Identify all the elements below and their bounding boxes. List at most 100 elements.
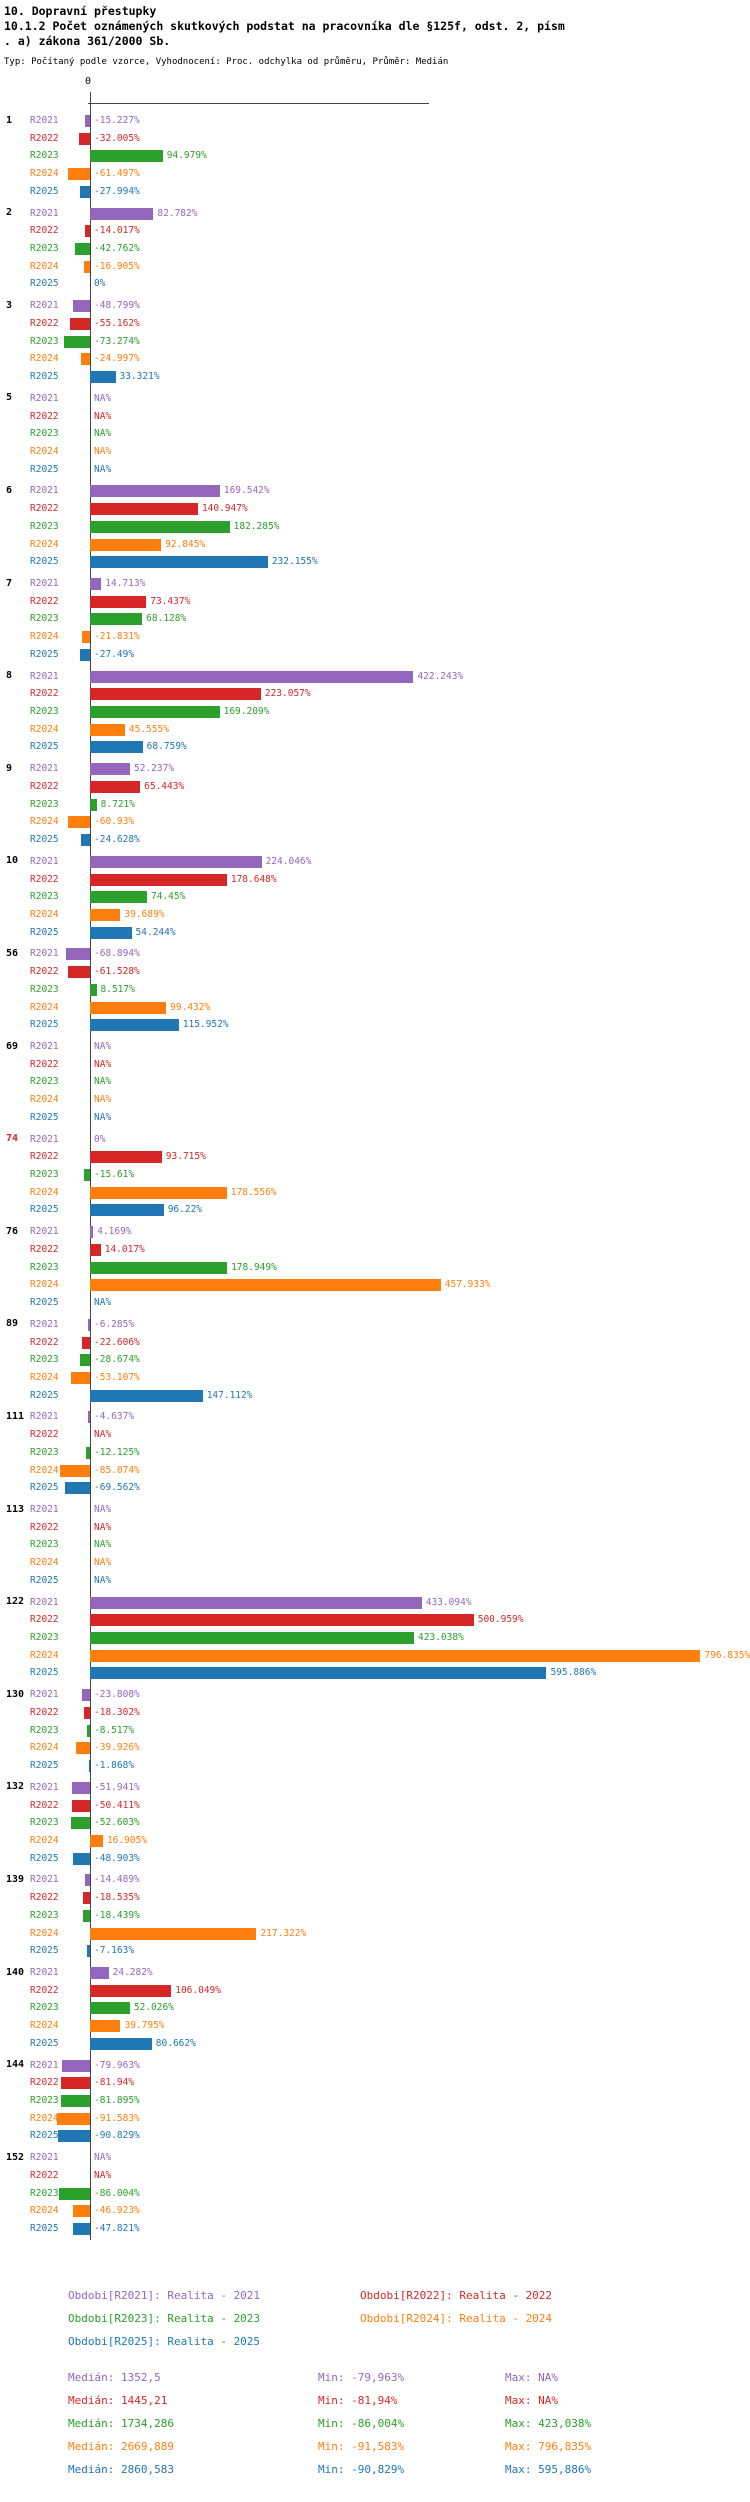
bar-122-R2022 [90, 1614, 474, 1627]
bar-122-R2024 [90, 1649, 701, 1662]
bar-8-R2021 [90, 670, 414, 683]
bar-1-R2022 [78, 132, 90, 145]
bar-140-R2024 [90, 2020, 121, 2033]
bar-74-R2023 [84, 1169, 90, 1181]
bar-value-label-69-R2022: NA% [94, 1058, 112, 1070]
bar-7-R2021 [90, 578, 102, 590]
row-year-label-76-R2021: R2021 [30, 1226, 59, 1238]
group-label-132: 132 [6, 1781, 25, 1793]
bar-value-label-6-R2021: 169.542% [223, 485, 270, 497]
bar-139-R2022 [83, 1892, 90, 1905]
row-year-label-74-R2022: R2022 [30, 1151, 59, 1163]
row-year-label-74-R2025: R2025 [30, 1204, 59, 1216]
bar-value-label-140-R2022: 106.049% [175, 1984, 221, 1996]
group-label-8: 8 [6, 670, 13, 682]
bar-10-R2021 [90, 855, 262, 868]
row-year-label-8-R2021: R2021 [30, 670, 59, 682]
bar-9-R2023 [90, 798, 97, 811]
bar-89-R2023 [79, 1354, 90, 1367]
bar-value-label-132-R2022: -50.411% [94, 1799, 140, 1811]
bar-56-R2023 [90, 983, 97, 996]
row-year-label-9-R2023: R2023 [30, 798, 59, 810]
bar-122-R2021 [90, 1596, 422, 1609]
row-year-label-6-R2022: R2022 [30, 503, 59, 515]
bar-value-label-111-R2023: -12.125% [94, 1446, 140, 1458]
bar-7-R2022 [90, 595, 147, 608]
row-year-label-111-R2024: R2024 [30, 1464, 59, 1476]
row-year-label-9-R2022: R2022 [30, 780, 59, 792]
row-year-label-8-R2023: R2023 [30, 706, 59, 717]
bar-value-label-1-R2023: 94.979% [166, 150, 207, 162]
bar-8-R2023 [90, 706, 220, 718]
group-label-139: 139 [6, 1873, 25, 1885]
bar-3-R2024 [81, 353, 90, 366]
row-year-label-2-R2023: R2023 [30, 243, 59, 254]
row-year-label-7-R2022: R2022 [30, 595, 59, 607]
bar-value-label-132-R2024: 16.905% [106, 1834, 147, 1846]
row-year-label-140-R2021: R2021 [30, 1967, 59, 1978]
row-year-label-132-R2022: R2022 [30, 1799, 59, 1811]
bar-9-R2022 [90, 780, 141, 793]
bar-value-label-139-R2021: -14.489% [94, 1874, 140, 1886]
bar-111-R2023 [85, 1446, 90, 1459]
bar-value-label-6-R2022: 140.947% [201, 503, 248, 515]
bar-value-label-89-R2023: -28.674% [94, 1354, 140, 1366]
bar-value-label-9-R2021: 52.237% [134, 763, 175, 775]
row-year-label-89-R2021: R2021 [30, 1318, 59, 1330]
row-year-label-5-R2021: R2021 [30, 392, 59, 404]
bar-value-label-144-R2024: -91.583% [94, 2112, 140, 2124]
bar-value-label-74-R2023: -15.61% [94, 1169, 135, 1180]
row-year-label-139-R2024: R2024 [30, 1927, 59, 1939]
bar-140-R2023 [90, 2002, 130, 2015]
bar-1-R2023 [90, 150, 163, 163]
row-year-label-7-R2021: R2021 [30, 578, 59, 589]
stat-max-r2025: Max: 595,886% [505, 2463, 592, 2476]
row-year-label-69-R2021: R2021 [30, 1041, 59, 1052]
bar-value-label-89-R2022: -22.606% [94, 1336, 140, 1348]
bar-value-label-6-R2024: 92.845% [165, 538, 206, 550]
bar-value-label-76-R2022: 14.017% [104, 1243, 145, 1255]
row-year-label-144-R2025: R2025 [30, 2130, 59, 2142]
bar-76-R2021 [90, 1226, 94, 1239]
bar-value-label-8-R2024: 45.555% [128, 723, 169, 735]
bar-value-label-6-R2025: 232.155% [271, 556, 318, 568]
bar-value-label-10-R2024: 39.689% [124, 908, 165, 920]
row-year-label-69-R2023: R2023 [30, 1076, 59, 1088]
stat-min-r2021: Min: -79,963% [318, 2371, 405, 2384]
bar-122-R2023 [90, 1632, 415, 1644]
bar-1-R2024 [68, 168, 90, 181]
row-year-label-122-R2023: R2023 [30, 1632, 59, 1643]
bar-2-R2022 [85, 225, 90, 238]
stat-max-r2024: Max: 796,835% [505, 2440, 592, 2453]
group-label-76: 76 [6, 1225, 19, 1237]
bar-value-label-8-R2025: 68.759% [146, 741, 187, 753]
bar-6-R2025 [90, 556, 268, 569]
row-year-label-7-R2024: R2024 [30, 631, 59, 643]
bar-value-label-10-R2022: 178.648% [230, 873, 277, 885]
stat-max-r2023: Max: 423,038% [505, 2417, 592, 2430]
bar-111-R2025 [65, 1482, 90, 1495]
stat-max-r2021: Max: NA% [505, 2371, 558, 2384]
bar-value-label-69-R2025: NA% [94, 1111, 112, 1123]
row-year-label-144-R2021: R2021 [30, 2059, 59, 2071]
row-year-label-132-R2021: R2021 [30, 1781, 59, 1793]
bar-140-R2025 [90, 2037, 152, 2050]
bar-130-R2025 [89, 1760, 90, 1772]
row-year-label-10-R2022: R2022 [30, 873, 59, 885]
bar-value-label-56-R2025: 115.952% [182, 1019, 229, 1031]
bar-value-label-122-R2021: 433.094% [425, 1596, 472, 1608]
bar-value-label-152-R2024: -46.923% [94, 2205, 140, 2217]
bar-value-label-2-R2021: 82.782% [157, 207, 198, 219]
legend-item-r2022: Obdobi[R2022]: Realita - 2022 [360, 2289, 553, 2302]
group-label-74: 74 [6, 1133, 19, 1145]
row-year-label-74-R2021: R2021 [30, 1133, 59, 1145]
bar-value-label-56-R2023: 8.517% [100, 983, 135, 995]
bar-value-label-9-R2025: -24.628% [94, 834, 140, 845]
bar-value-label-3-R2025: 33.321% [119, 371, 160, 382]
bar-value-label-5-R2025: NA% [94, 463, 112, 475]
bar-value-label-74-R2021: 0% [94, 1133, 106, 1145]
bar-value-label-74-R2024: 178.556% [230, 1186, 277, 1198]
row-year-label-1-R2021: R2021 [30, 115, 59, 126]
bar-56-R2024 [90, 1001, 167, 1014]
row-year-label-56-R2023: R2023 [30, 983, 59, 995]
